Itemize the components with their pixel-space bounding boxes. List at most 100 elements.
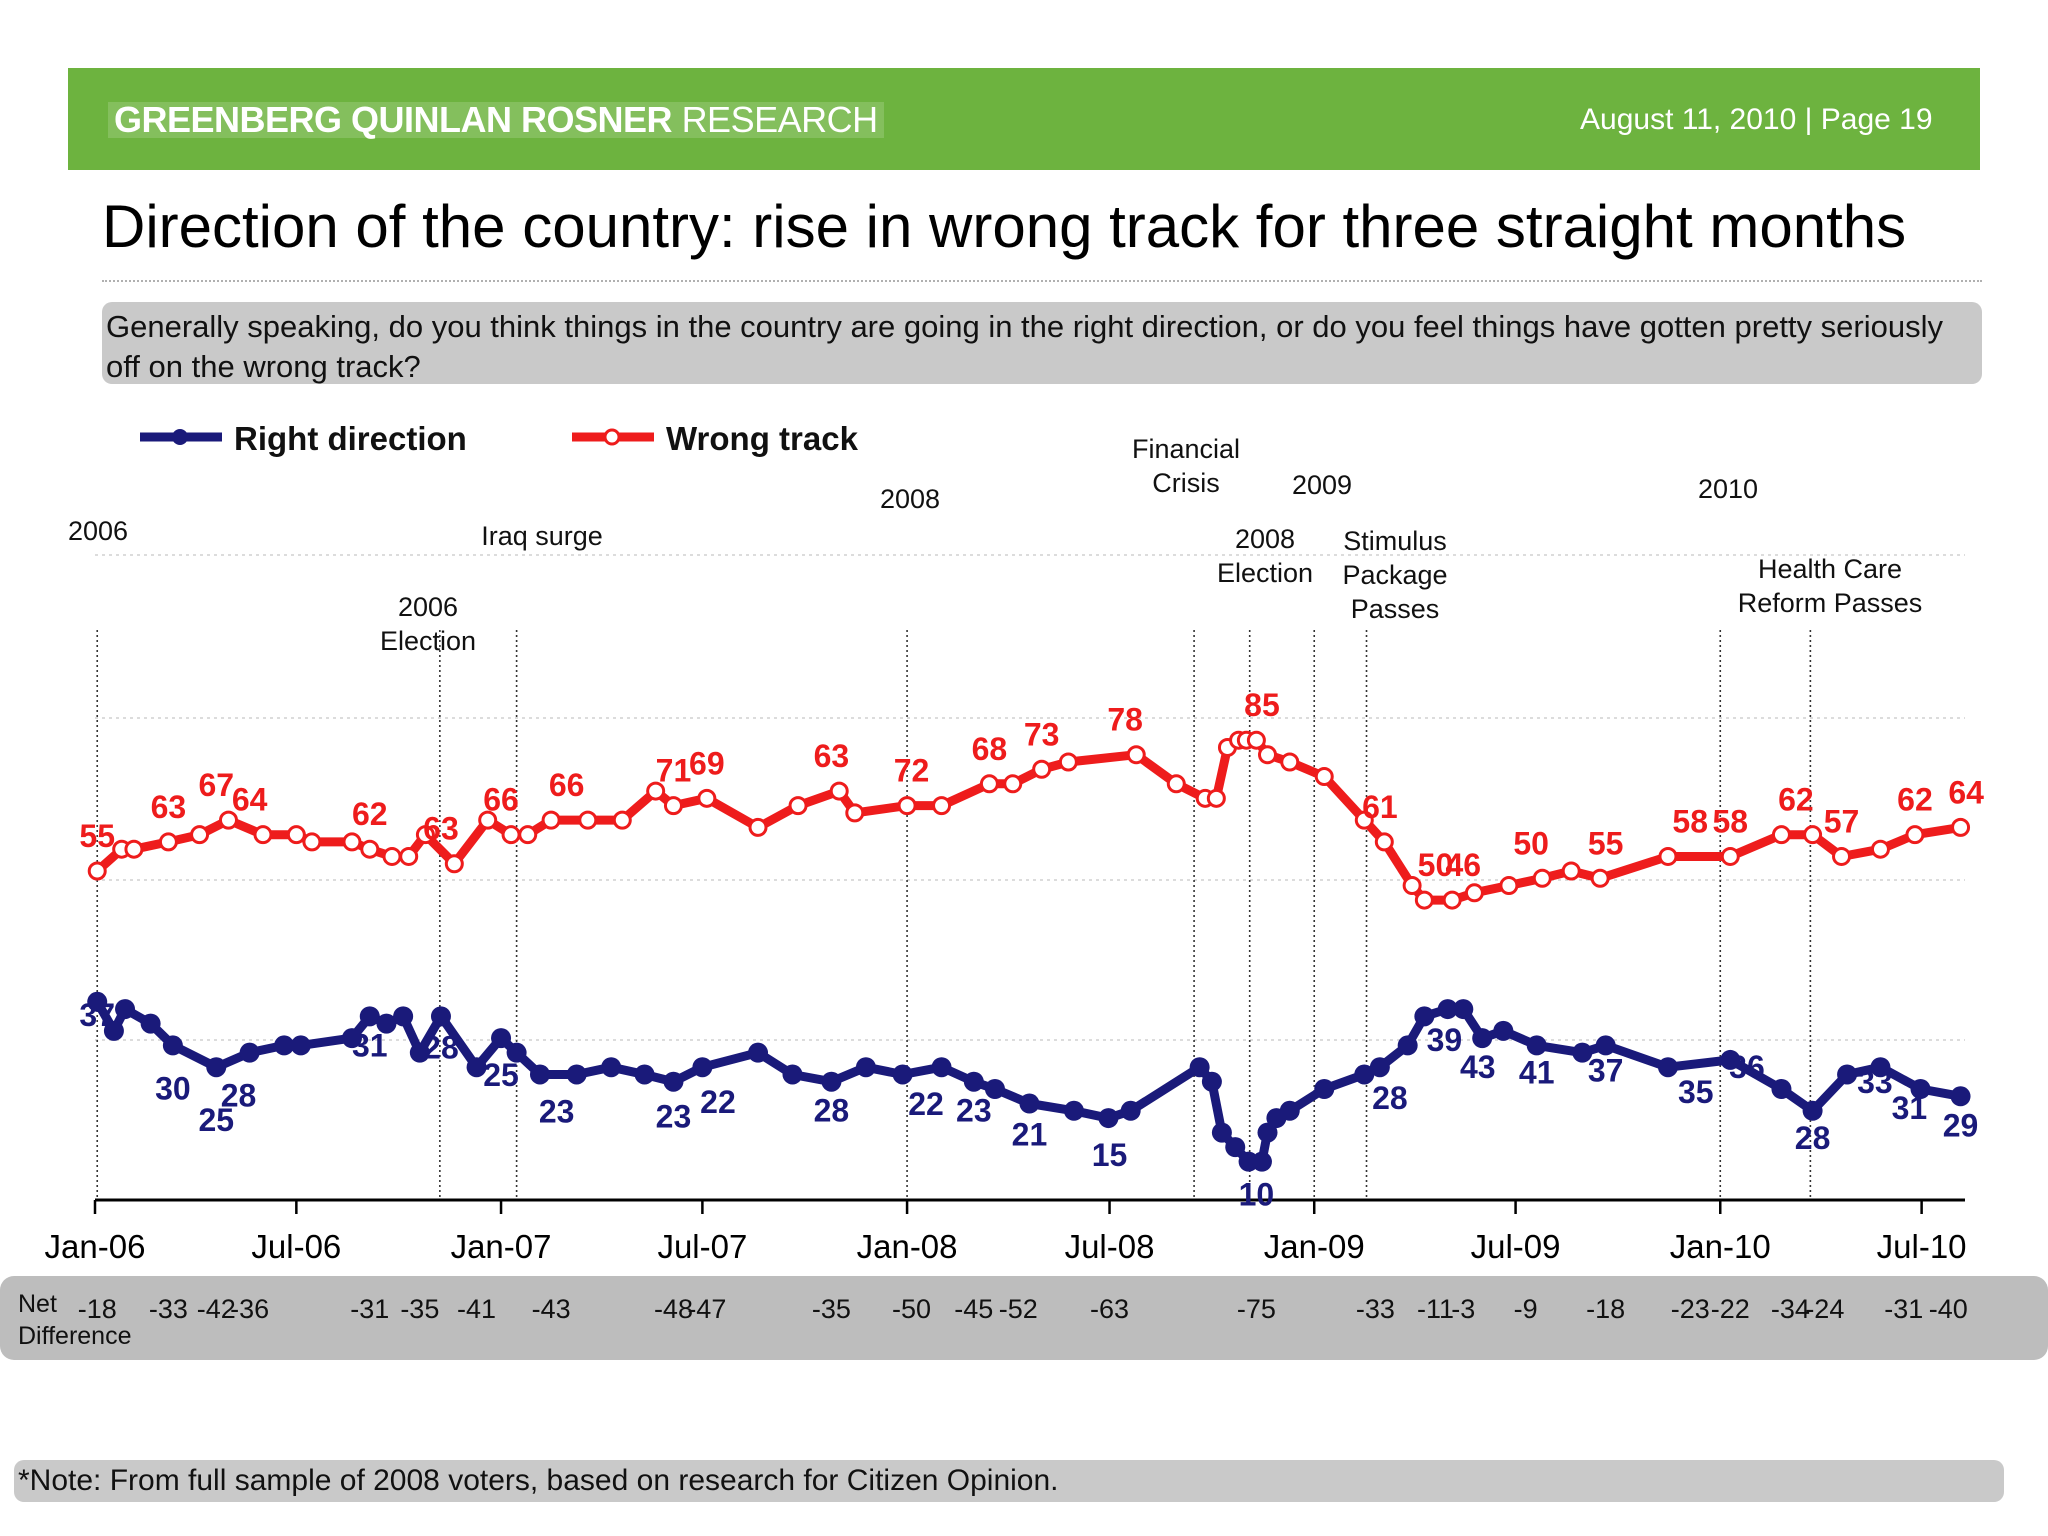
point-wrong-8	[302, 832, 322, 852]
label-wrong-21: 58	[1672, 803, 1708, 839]
point-wrong-31	[1003, 774, 1023, 794]
event-label-9-1: Reform Passes	[1738, 588, 1923, 618]
label-wrong-9: 69	[689, 745, 725, 781]
point-right-56	[1595, 1035, 1616, 1056]
event-label-1-1: Election	[380, 626, 476, 656]
event-label-0-0: 2006	[68, 516, 128, 546]
point-wrong-15	[478, 810, 498, 830]
label-wrong-1: 63	[151, 789, 187, 825]
event-label-4-1: Crisis	[1152, 468, 1220, 498]
point-right-2	[115, 999, 136, 1020]
point-right-20	[601, 1057, 622, 1078]
point-wrong-50	[1464, 883, 1484, 903]
point-right-18	[529, 1064, 550, 1085]
point-right-36	[1189, 1057, 1210, 1078]
point-wrong-20	[612, 810, 632, 830]
point-right-7	[274, 1035, 295, 1056]
point-wrong-57	[1771, 825, 1791, 845]
point-right-24	[748, 1042, 769, 1063]
net-value-5: -35	[400, 1294, 439, 1324]
point-wrong-48	[1414, 890, 1434, 910]
net-value-20: -18	[1586, 1294, 1625, 1324]
point-right-30	[963, 1071, 984, 1092]
point-wrong-58	[1803, 825, 1823, 845]
point-wrong-62	[1951, 817, 1971, 837]
point-wrong-49	[1442, 890, 1462, 910]
legend-right-marker	[172, 429, 188, 445]
label-right-24: 33	[1857, 1064, 1893, 1100]
label-wrong-24: 57	[1824, 803, 1860, 839]
net-value-8: -48	[654, 1294, 693, 1324]
point-wrong-2	[124, 839, 144, 859]
label-wrong-14: 78	[1107, 702, 1143, 738]
point-right-44	[1279, 1100, 1300, 1121]
label-right-23: 28	[1795, 1120, 1831, 1156]
survey-question: Generally speaking, do you think things …	[102, 302, 1982, 384]
event-label-6-0: 2009	[1292, 470, 1352, 500]
point-wrong-29	[932, 796, 952, 816]
point-wrong-0	[87, 861, 107, 881]
event-label-2-0: Iraq surge	[481, 521, 603, 551]
point-right-25	[782, 1064, 803, 1085]
event-label-7-1: Package	[1342, 560, 1447, 590]
point-right-27	[855, 1057, 876, 1078]
net-value-15: -75	[1237, 1294, 1276, 1324]
net-value-7: -43	[532, 1294, 571, 1324]
net-value-0: -18	[78, 1294, 117, 1324]
x-tick-label-1: Jul-06	[251, 1228, 341, 1265]
point-right-41	[1251, 1151, 1272, 1172]
point-right-33	[1063, 1100, 1084, 1121]
point-wrong-27	[845, 803, 865, 823]
point-right-13	[409, 1042, 430, 1063]
point-wrong-17	[518, 825, 538, 845]
point-wrong-47	[1402, 876, 1422, 896]
event-label-5-1: Election	[1217, 558, 1313, 588]
event-label-3-0: 2008	[880, 484, 940, 514]
net-value-2: -42	[197, 1294, 236, 1324]
point-wrong-25	[788, 796, 808, 816]
label-right-21: 35	[1678, 1074, 1714, 1110]
title-divider	[102, 280, 1982, 282]
point-right-34	[1098, 1108, 1119, 1129]
point-right-49	[1414, 1006, 1435, 1027]
point-right-5	[206, 1057, 227, 1078]
point-wrong-23	[697, 788, 717, 808]
label-wrong-7: 66	[549, 767, 585, 803]
point-right-3	[140, 1013, 161, 1034]
point-wrong-18	[541, 810, 561, 830]
point-right-52	[1472, 1028, 1493, 1049]
label-right-17: 39	[1427, 1022, 1463, 1058]
label-right-2: 25	[198, 1102, 234, 1138]
point-wrong-16	[501, 825, 521, 845]
point-wrong-5	[218, 810, 238, 830]
event-label-7-0: Stimulus	[1343, 526, 1447, 556]
dateline: August 11, 2010 | Page 19	[1580, 103, 1933, 136]
label-wrong-5: 63	[423, 811, 459, 847]
label-wrong-18: 46	[1445, 847, 1481, 883]
net-value-9: -47	[687, 1294, 726, 1324]
point-wrong-13	[415, 825, 435, 845]
label-right-5: 28	[423, 1029, 459, 1065]
point-wrong-46	[1374, 832, 1394, 852]
point-right-58	[1720, 1049, 1741, 1070]
label-wrong-8: 71	[656, 753, 692, 789]
net-value-10: -35	[812, 1294, 851, 1324]
point-right-38	[1211, 1122, 1232, 1143]
point-wrong-60	[1870, 839, 1890, 859]
point-right-26	[821, 1071, 842, 1092]
label-right-25: 31	[1892, 1090, 1928, 1126]
point-wrong-35	[1166, 774, 1186, 794]
event-label-1-0: 2006	[398, 592, 458, 622]
point-wrong-6	[253, 825, 273, 845]
label-right-8: 23	[656, 1099, 692, 1135]
point-wrong-61	[1905, 825, 1925, 845]
point-wrong-59	[1832, 846, 1852, 866]
label-wrong-20: 55	[1588, 825, 1624, 861]
x-tick-label-5: Jul-08	[1065, 1228, 1155, 1265]
net-value-1: -33	[149, 1294, 188, 1324]
point-right-4	[162, 1035, 183, 1056]
net-value-17: -11	[1417, 1294, 1454, 1324]
net-value-26: -40	[1929, 1294, 1968, 1324]
point-right-46	[1354, 1064, 1375, 1085]
